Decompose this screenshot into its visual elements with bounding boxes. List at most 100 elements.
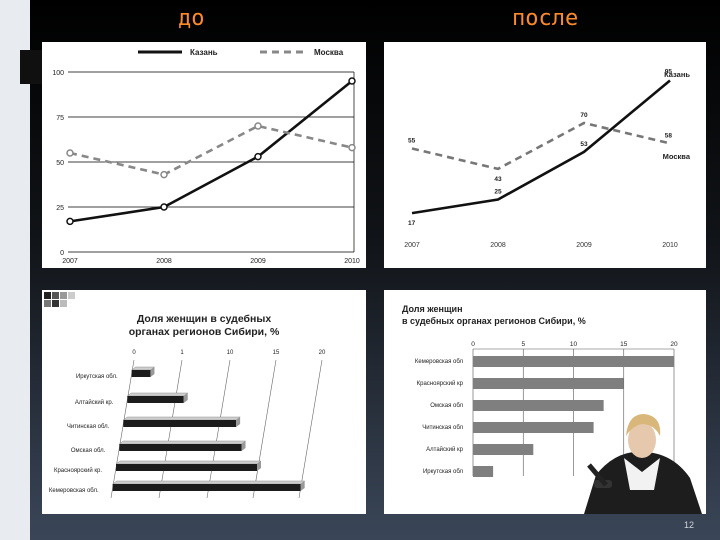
bar <box>119 444 242 451</box>
data-point-kazan <box>254 152 262 161</box>
x-tick-label: 2010 <box>344 258 360 265</box>
x-tick-label: 20 <box>670 341 678 348</box>
bar-top <box>118 440 247 445</box>
x-tick-label: 10 <box>227 350 234 356</box>
data-point-moskva <box>254 122 262 130</box>
data-label-moskva: 55 <box>408 138 416 145</box>
bar <box>116 464 257 471</box>
data-point-kazan <box>160 203 168 211</box>
bar-top <box>112 480 306 485</box>
data-label-moskva: 58 <box>665 132 673 139</box>
category-label: Красноярский кр. <box>54 467 102 474</box>
data-label-kazan: 95 <box>665 69 673 76</box>
left-strip <box>0 0 30 540</box>
category-label: Алтайский кр <box>426 446 463 453</box>
series-name-kazan: Казань <box>664 70 690 79</box>
series-line-moskva <box>69 124 353 176</box>
gridline-x <box>158 359 183 499</box>
chart-title-line-1: Доля женщин в судебных <box>137 313 271 325</box>
x-tick-label: 2008 <box>490 242 506 249</box>
data-label-moskva: 43 <box>494 176 502 183</box>
bar <box>473 422 594 433</box>
bar-side <box>183 393 188 403</box>
x-tick-label: 2010 <box>662 242 678 249</box>
bar-top <box>115 460 262 465</box>
decor-square <box>60 292 67 299</box>
category-label: Читинская обл. <box>67 424 110 430</box>
data-point-moskva <box>348 143 356 152</box>
bar <box>473 466 494 477</box>
category-label: Алтайский кр. <box>75 399 114 406</box>
category-label: Омская обл <box>430 403 463 409</box>
decor-square <box>52 292 59 299</box>
y-tick-label: 75 <box>56 115 64 122</box>
category-label: Кемеровская обл. <box>49 488 99 494</box>
heading-after: после <box>512 6 579 31</box>
category-label: Омская обл. <box>71 448 106 454</box>
x-tick-label: 2007 <box>62 258 78 265</box>
x-tick-label: 2009 <box>250 258 266 265</box>
bar-side <box>241 441 246 451</box>
data-label-kazan: 25 <box>494 189 502 196</box>
decor-square <box>44 300 51 307</box>
bar <box>473 444 534 455</box>
bar <box>473 356 674 367</box>
data-point-kazan <box>348 77 356 85</box>
legend-label-moskva: Москва <box>314 48 344 57</box>
x-tick-label: 15 <box>620 341 628 348</box>
x-tick-label: 10 <box>570 341 578 348</box>
bar <box>473 378 624 389</box>
chart-title-line-1: Доля женщин <box>402 304 463 314</box>
chart-line-after: 2007 2008 2009 2010 17 25 53 95 55 43 70 58 Казань Мо… <box>404 69 691 250</box>
chart-title-line-2: органах регионов Сибири, % <box>129 326 280 338</box>
x-tick-label: 2008 <box>156 258 172 265</box>
data-label-kazan: 53 <box>580 141 588 148</box>
bar <box>473 400 604 411</box>
category-label: Читинская обл <box>422 425 463 431</box>
y-tick-label: 100 <box>52 70 64 77</box>
panel-bar-before: Доля женщин в судебных органах регионов С… <box>42 290 366 514</box>
x-tick-label: 15 <box>273 350 280 356</box>
data-label-kazan: 17 <box>408 220 416 227</box>
category-label: Красноярский кр <box>417 380 464 387</box>
chart-line-before: 0 25 50 75 100 2007 2008 2009 2010 Казань Москва <box>52 48 360 265</box>
bar-top <box>131 366 156 371</box>
legend-label-kazan: Казань <box>190 48 218 57</box>
x-tick-label: 2007 <box>404 242 420 249</box>
bar <box>112 484 301 491</box>
gridline-x <box>252 359 277 499</box>
data-point-kazan <box>66 217 74 226</box>
data-label-moskva: 70 <box>580 112 588 119</box>
bar <box>131 370 151 377</box>
series-line-kazan <box>411 79 671 215</box>
y-tick-label: 0 <box>60 250 64 257</box>
bar-side <box>257 461 261 471</box>
decor-square <box>60 300 67 307</box>
data-point-moskva <box>66 149 74 157</box>
decor-block <box>20 50 42 84</box>
bar-top <box>126 392 189 397</box>
x-tick-label: 5 <box>521 341 525 348</box>
category-label: Кемеровская обл <box>415 359 464 365</box>
gridline-x <box>110 359 135 499</box>
data-point-moskva <box>160 170 168 179</box>
gridline-x <box>298 359 323 499</box>
x-tick-label: 2009 <box>576 242 592 249</box>
panel-line-before: 0 25 50 75 100 2007 2008 2009 2010 Казань Москва <box>42 42 366 268</box>
x-tick-label: 1 <box>180 350 184 356</box>
gridline-x <box>206 359 231 499</box>
category-label: Иркутская обл <box>423 469 464 475</box>
heading-before: до <box>178 6 205 31</box>
y-tick-label: 25 <box>56 205 64 212</box>
judge-illustration <box>584 414 702 514</box>
series-name-moskva: Москва <box>663 152 691 161</box>
decor-square <box>44 292 51 299</box>
chart-bar-after: Доля женщин в судебных органах регионов С… <box>402 304 702 514</box>
bar <box>127 396 184 403</box>
x-tick-label: 20 <box>319 350 326 356</box>
x-tick-label: 0 <box>471 341 475 348</box>
bar-side <box>236 417 241 427</box>
bar-top <box>122 416 241 421</box>
bar-side <box>300 481 305 491</box>
